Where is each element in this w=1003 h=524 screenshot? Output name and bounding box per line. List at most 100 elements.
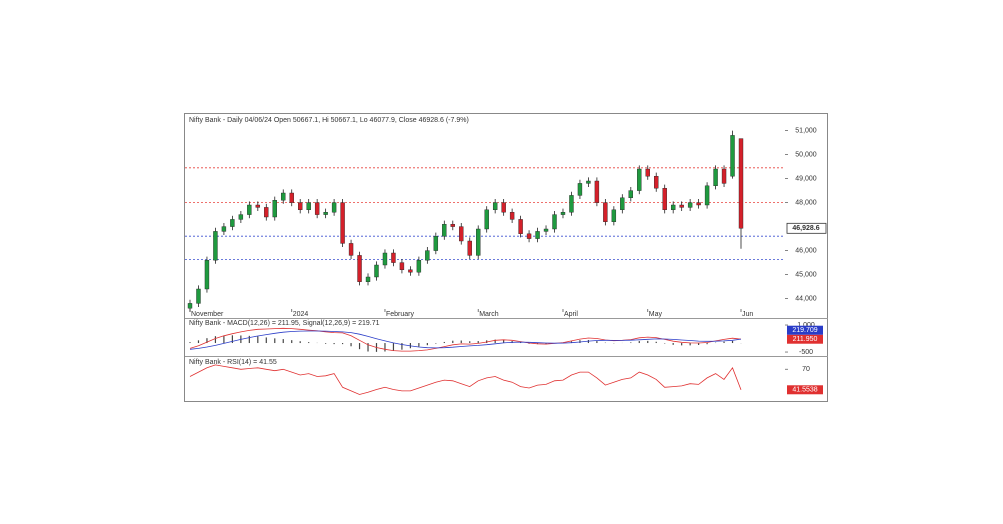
candle-body (620, 197, 625, 211)
y-tick-label: 46,000 (795, 247, 817, 254)
candle-body (408, 269, 413, 273)
y-tick-label: 45,000 (795, 271, 817, 278)
candle-body (204, 260, 210, 290)
last-price-box (786, 222, 827, 234)
frame (184, 113, 828, 402)
panel-title: Nifty Bank - MACD(12,26) = 211.95, Signa… (189, 320, 380, 327)
x-tick-label: November (191, 311, 224, 318)
last-value-label: 219.709 (792, 327, 817, 334)
candle-body (484, 209, 489, 230)
last-value-label: 211.950 (793, 336, 818, 343)
candle-body (687, 202, 693, 208)
candle-body (704, 185, 710, 206)
candle-body (255, 204, 261, 208)
candle-body (425, 250, 430, 261)
candle-body (314, 202, 320, 215)
last-price-label: 46,928.6 (792, 225, 819, 232)
candle-body (670, 204, 676, 211)
candle-body (348, 243, 354, 256)
candle-body (492, 202, 498, 211)
candle-body (442, 223, 447, 237)
candle-body (374, 264, 379, 278)
candle-body (365, 276, 371, 283)
candle-body (518, 219, 523, 234)
candle-body (637, 168, 642, 191)
candle-body (230, 219, 235, 227)
candle-body (187, 303, 193, 309)
x-tick-label: Jun (742, 311, 753, 318)
candle-body (450, 223, 455, 227)
x-tick-label: 2024 (293, 311, 309, 318)
candle-body (535, 231, 540, 239)
candle-body (603, 202, 608, 223)
candle-body (560, 211, 566, 215)
y-tick-label: -500 (799, 349, 813, 356)
candle-body (611, 209, 617, 223)
y-tick-label: 48,000 (795, 199, 817, 206)
candle-body (713, 168, 718, 186)
y-tick-label: 49,000 (795, 175, 817, 182)
x-tick-label: May (649, 311, 663, 318)
candle-body (721, 168, 727, 184)
candle-body (738, 138, 744, 229)
candle-body (662, 187, 667, 210)
panel-title: Nifty Bank - Daily 04/06/24 Open 50667.1… (189, 117, 469, 124)
y-tick-label: 44,000 (795, 295, 817, 302)
candle-body (459, 226, 464, 242)
x-tick-label: February (386, 311, 415, 318)
series-line (189, 330, 742, 350)
candle-body (289, 192, 294, 203)
candle-body (696, 202, 701, 206)
candle-body (476, 228, 481, 256)
candle-body (357, 255, 362, 282)
candle-body (416, 260, 422, 273)
last-value-box (787, 385, 823, 395)
candle-body (391, 252, 396, 263)
candle-body (433, 235, 439, 251)
candle-body (221, 226, 227, 232)
candle-body (331, 202, 337, 213)
candle-body (586, 180, 591, 184)
candle-body (730, 135, 735, 177)
candle-body (264, 207, 269, 218)
series-line (189, 364, 742, 395)
candle-body (501, 202, 506, 213)
candle-body (323, 211, 328, 215)
candle-body (645, 168, 650, 177)
candle-body (272, 199, 277, 218)
candle-body (196, 288, 201, 304)
last-value-label: 41.5538 (792, 387, 817, 394)
series-line (189, 327, 742, 352)
candle-body (577, 183, 583, 196)
candle-body (569, 195, 574, 213)
y-tick-label: 50,000 (795, 151, 817, 158)
candle-body (281, 192, 286, 201)
candle-body (298, 202, 303, 211)
candle-body (543, 228, 549, 232)
candle-body (306, 202, 311, 211)
candle-body (238, 214, 244, 220)
last-value-box (787, 325, 823, 335)
candle-body (654, 175, 659, 189)
last-value-box (787, 334, 823, 344)
panel-title: Nifty Bank - RSI(14) = 41.55 (189, 359, 277, 366)
candle-body (399, 262, 405, 271)
candle-body (628, 190, 633, 199)
candle-body (679, 204, 684, 208)
candle-body (594, 180, 600, 203)
candle-body (247, 204, 252, 215)
candle-body (509, 211, 515, 220)
candle-body (552, 214, 557, 230)
candle-body (213, 231, 218, 261)
candle-body (340, 202, 345, 244)
candle-body (526, 233, 532, 239)
y-tick-label: 70 (802, 366, 810, 373)
candle-body (382, 252, 388, 266)
x-tick-label: April (564, 311, 578, 318)
x-tick-label: March (479, 311, 499, 318)
y-tick-label: 51,000 (795, 127, 817, 134)
y-tick-label: 1,000 (797, 322, 815, 329)
candle-body (467, 240, 472, 256)
